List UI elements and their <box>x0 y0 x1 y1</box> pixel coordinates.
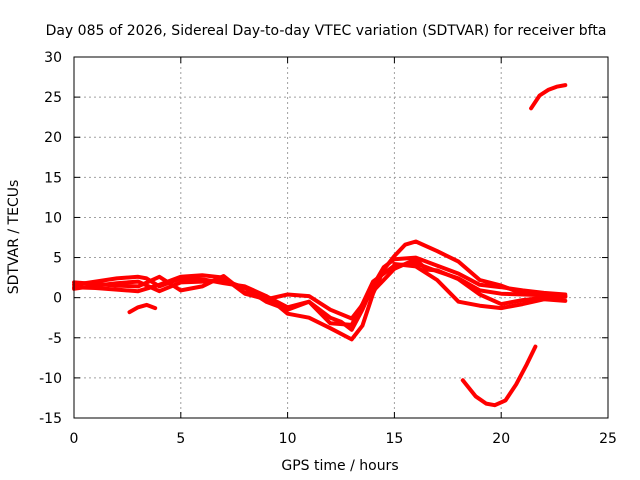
series-line-track-4 <box>72 257 568 321</box>
y-tick-label: -5 <box>48 331 62 347</box>
y-tick-label: 30 <box>44 50 62 66</box>
y-tick-label: 15 <box>44 170 62 186</box>
y-axis-label: SDTVAR / TECUs <box>6 180 22 295</box>
y-tick-label: 25 <box>44 90 62 106</box>
series-line-track-1 <box>72 239 568 342</box>
x-tick-label: 25 <box>599 431 617 447</box>
y-tick-label: -15 <box>39 411 62 427</box>
y-tick-label: 20 <box>44 130 62 146</box>
y-tick-label: 0 <box>53 291 62 307</box>
series-line-track-2 <box>72 255 568 332</box>
x-tick-label: 10 <box>279 431 297 447</box>
y-tick-label: 10 <box>44 210 62 226</box>
chart-title: Day 085 of 2026, Sidereal Day-to-day VTE… <box>46 23 607 39</box>
x-tick-label: 5 <box>176 431 185 447</box>
series-line-track-7 <box>529 83 568 111</box>
series-line-track-8 <box>460 344 538 408</box>
series-line-track-3 <box>72 261 568 327</box>
x-tick-label: 15 <box>385 431 403 447</box>
x-tick-label: 0 <box>70 431 79 447</box>
y-tick-label: -10 <box>39 371 62 387</box>
x-axis-label: GPS time / hours <box>281 458 398 474</box>
axis-ticks: 0 5 10 15 20 25 -15 -10 -5 0 5 10 15 20 25 30 <box>39 50 617 447</box>
plot-frame <box>73 56 609 419</box>
y-tick-label: 5 <box>53 251 62 267</box>
data-series <box>72 83 568 408</box>
series-line-track-6 <box>127 302 158 315</box>
x-tick-label: 20 <box>492 431 510 447</box>
series-line-track-5 <box>392 262 568 311</box>
